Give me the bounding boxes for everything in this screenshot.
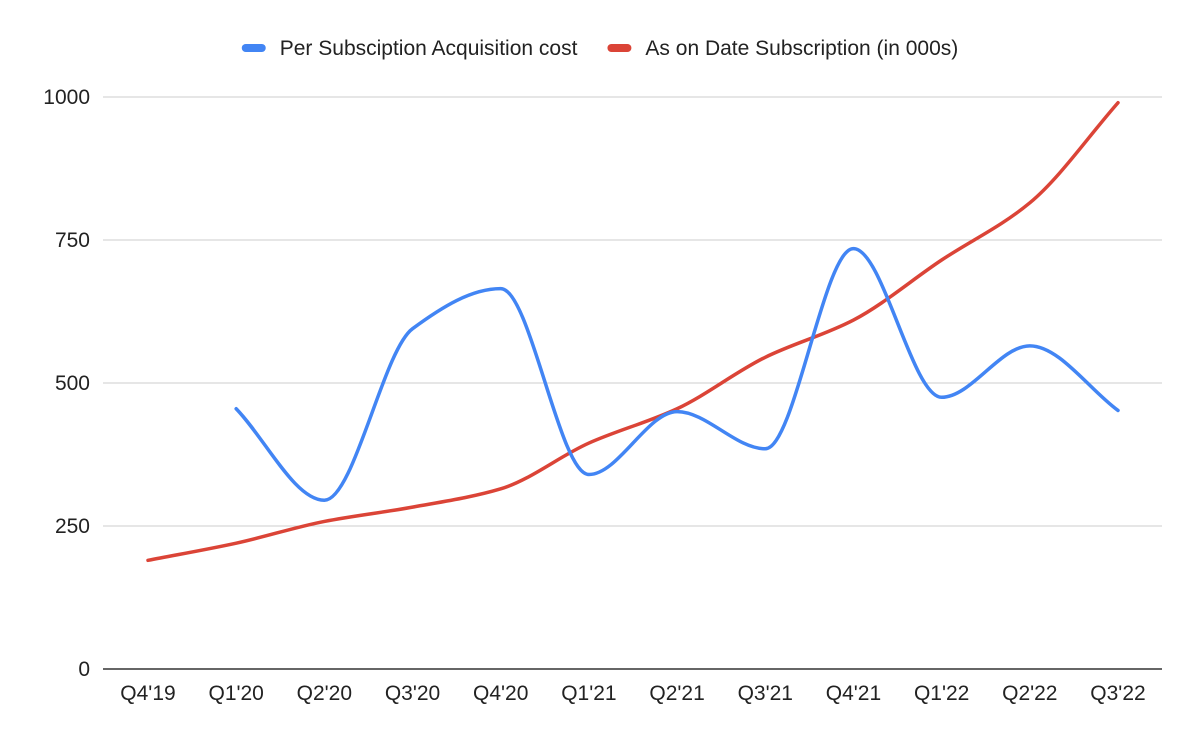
series-lines	[146, 100, 1120, 563]
x-tick-label: Q1'20	[208, 682, 263, 705]
x-tick-label: Q4'19	[120, 682, 175, 705]
series-line-acquisition-cost	[234, 246, 1120, 503]
x-axis: Q4'19 Q1'20 Q2'20 Q3'20 Q4'20 Q1'21 Q2'21 Q3'21…	[103, 668, 1162, 705]
x-tick-label: Q1'22	[914, 682, 969, 705]
x-tick-label: Q4'21	[826, 682, 881, 705]
x-tick-label: Q2'21	[649, 682, 704, 705]
x-tick-label: Q4'20	[473, 682, 528, 705]
x-tick-label: Q3'22	[1090, 682, 1145, 705]
y-tick-label: 1000	[43, 86, 90, 109]
legend-label: Per Subsciption Acquisition cost	[280, 37, 578, 60]
x-tick-label: Q2'22	[1002, 682, 1057, 705]
series-line-subscriptions	[146, 100, 1120, 563]
y-tick-label: 250	[55, 515, 90, 538]
y-tick-label: 750	[55, 229, 90, 252]
y-tick-label: 500	[55, 372, 90, 395]
x-tick-label: Q3'21	[738, 682, 793, 705]
y-tick-label: 0	[78, 658, 90, 681]
gridlines	[103, 96, 1162, 527]
legend-swatch	[607, 44, 632, 52]
legend-label: As on Date Subscription (in 000s)	[645, 37, 958, 60]
x-tick-label: Q1'21	[561, 682, 616, 705]
x-tick-label: Q2'20	[297, 682, 352, 705]
legend: Per Subsciption Acquisition cost As on Da…	[241, 37, 958, 60]
x-tick-label: Q3'20	[385, 682, 440, 705]
y-axis: 0 250 500 750 1000	[43, 86, 90, 681]
legend-swatch	[241, 44, 266, 52]
